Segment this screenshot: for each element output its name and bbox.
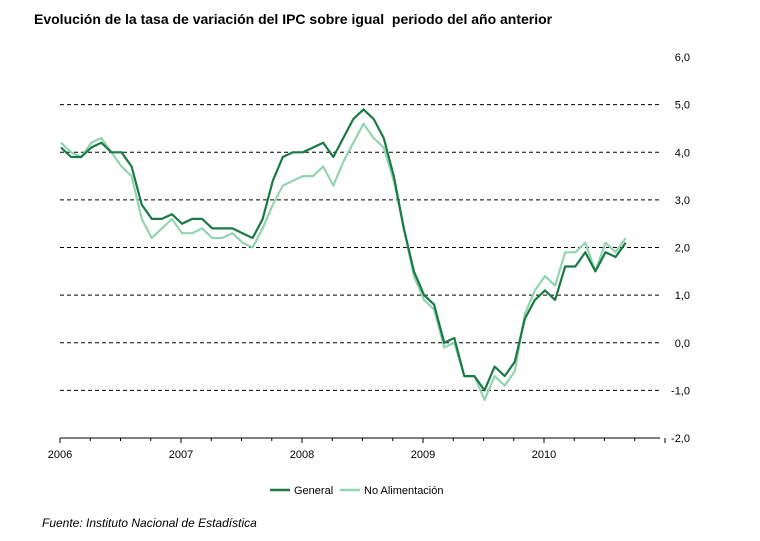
y-tick-label: 3,0 xyxy=(675,195,690,207)
x-axis-labels: 2006 2007 2008 2009 2010 xyxy=(48,449,556,461)
x-tick-label: 2008 xyxy=(290,449,314,461)
chart-title: Evolución de la tasa de variación del IP… xyxy=(34,11,553,27)
y-tick-label: 1,0 xyxy=(675,290,690,302)
y-tick-label: -1,0 xyxy=(671,385,690,397)
y-tick-label: 0,0 xyxy=(675,338,690,350)
x-axis xyxy=(59,437,666,443)
x-tick-label: 2010 xyxy=(532,449,556,461)
series-line-general xyxy=(60,108,627,392)
y-axis-labels: 6,0 5,0 4,0 3,0 2,0 1,0 0,0 -1,0 -2,0 xyxy=(671,52,690,445)
y-tick-label: 2,0 xyxy=(675,243,690,255)
x-tick-label: 2006 xyxy=(48,449,72,461)
y-tick-label: 6,0 xyxy=(675,52,690,64)
x-tick-label: 2007 xyxy=(169,449,193,461)
legend-label: No Alimentación xyxy=(364,485,444,497)
legend-label: General xyxy=(294,485,333,497)
series-lines xyxy=(60,108,627,401)
legend: General No Alimentación xyxy=(270,485,444,497)
source-note: Fuente: Instituto Nacional de Estadístic… xyxy=(42,516,257,530)
x-tick-label: 2009 xyxy=(411,449,435,461)
grid-lines xyxy=(60,104,660,391)
y-tick-label: -2,0 xyxy=(671,433,690,445)
series-line-no-alimentacion xyxy=(60,122,627,401)
y-tick-label: 5,0 xyxy=(675,100,690,112)
y-tick-label: 4,0 xyxy=(675,147,690,159)
